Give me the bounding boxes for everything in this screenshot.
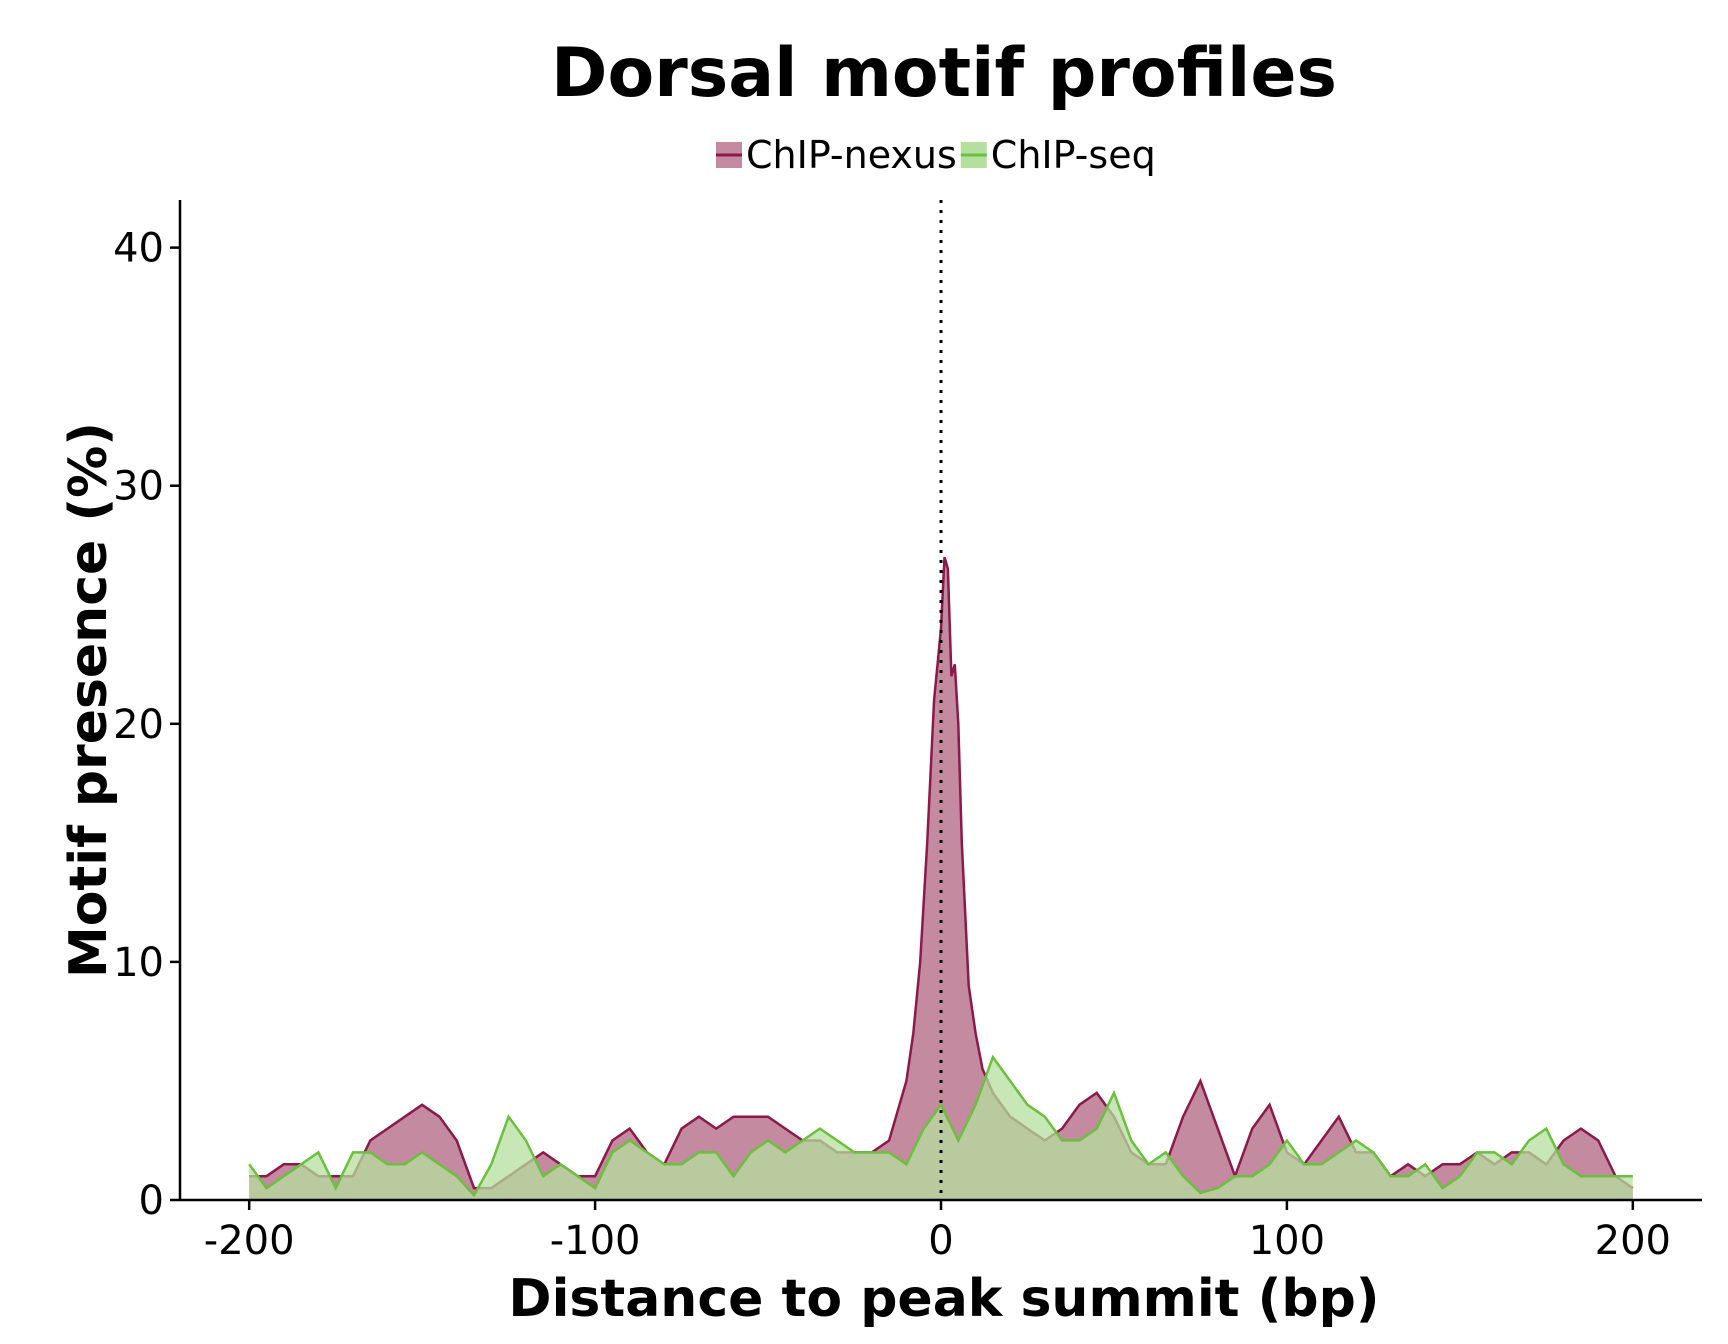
x-tick-label: -100 (550, 1218, 641, 1264)
series-area-chip-nexus (249, 557, 1633, 1200)
x-tick-label: 200 (1595, 1218, 1671, 1264)
legend-label-chip-seq: ChIP-seq (991, 133, 1156, 177)
y-tick-label: 30 (113, 464, 164, 510)
series-layer (248, 556, 1634, 1200)
legend: ChIP-nexus ChIP-seq (716, 133, 1156, 177)
y-tick-label: 0 (139, 1178, 164, 1224)
series-area-chip-seq (249, 1057, 1633, 1200)
x-axis-label: Distance to peak summit (bp) (508, 1269, 1379, 1329)
y-tick-label: 10 (113, 940, 164, 986)
y-tick-label: 20 (113, 702, 164, 748)
y-axis-label: Motif presence (%) (59, 422, 119, 978)
x-tick-label: 0 (928, 1218, 953, 1264)
x-ticks: -200 -100 0 100 200 (204, 1200, 1671, 1264)
series-line-chip-seq (248, 1054, 1633, 1198)
y-ticks: 0 10 20 30 40 (113, 226, 180, 1224)
y-tick-label: 40 (113, 226, 164, 272)
x-tick-label: 100 (1249, 1218, 1325, 1264)
legend-label-chip-nexus: ChIP-nexus (746, 133, 957, 177)
chart-title: Dorsal motif profiles (551, 34, 1337, 113)
x-tick-label: -200 (204, 1218, 295, 1264)
